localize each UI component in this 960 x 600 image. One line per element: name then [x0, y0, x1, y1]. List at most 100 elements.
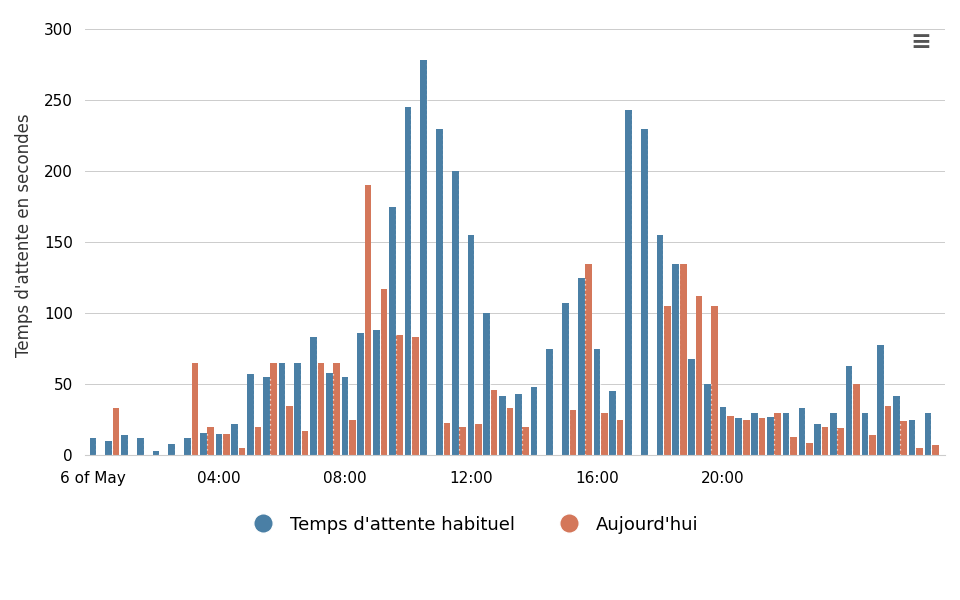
Bar [459, 427, 466, 455]
Bar [704, 385, 710, 455]
Bar [593, 349, 600, 455]
Bar [885, 406, 891, 455]
Bar [861, 413, 868, 455]
Bar [491, 390, 497, 455]
Bar [735, 418, 742, 455]
Bar [444, 422, 450, 455]
Bar [601, 413, 608, 455]
Bar [184, 438, 191, 455]
Bar [231, 424, 238, 455]
Bar [782, 413, 789, 455]
Bar [263, 377, 270, 455]
Bar [877, 344, 884, 455]
Bar [846, 366, 852, 455]
Bar [546, 349, 553, 455]
Bar [805, 443, 812, 455]
Bar [522, 427, 529, 455]
Bar [924, 413, 931, 455]
Bar [326, 373, 332, 455]
Bar [814, 424, 821, 455]
Bar [909, 420, 916, 455]
Bar [121, 436, 128, 455]
Bar [900, 421, 907, 455]
Bar [436, 128, 443, 455]
Bar [412, 337, 419, 455]
Bar [254, 427, 261, 455]
Bar [515, 394, 521, 455]
Bar [333, 363, 340, 455]
Bar [696, 296, 703, 455]
Bar [743, 420, 750, 455]
Bar [153, 451, 159, 455]
Y-axis label: Temps d'attente en secondes: Temps d'attente en secondes [15, 113, 33, 357]
Bar [837, 428, 844, 455]
Bar [106, 441, 112, 455]
Bar [200, 433, 206, 455]
Bar [625, 110, 632, 455]
Bar [295, 363, 301, 455]
Bar [727, 416, 733, 455]
Bar [137, 438, 143, 455]
Bar [893, 395, 900, 455]
Bar [271, 363, 276, 455]
Bar [223, 434, 229, 455]
Text: ≡: ≡ [910, 30, 931, 54]
Bar [389, 207, 396, 455]
Bar [373, 331, 380, 455]
Bar [310, 337, 317, 455]
Bar [318, 363, 324, 455]
Bar [278, 363, 285, 455]
Bar [916, 448, 923, 455]
Bar [216, 434, 223, 455]
Bar [799, 409, 805, 455]
Bar [578, 278, 585, 455]
Bar [641, 128, 648, 455]
Bar [680, 263, 686, 455]
Bar [790, 437, 797, 455]
Bar [475, 424, 482, 455]
Bar [168, 444, 175, 455]
Bar [499, 395, 506, 455]
Bar [484, 313, 490, 455]
Bar [563, 304, 569, 455]
Bar [830, 413, 836, 455]
Bar [673, 263, 679, 455]
Bar [617, 420, 623, 455]
Bar [688, 359, 695, 455]
Bar [207, 427, 214, 455]
Bar [853, 385, 860, 455]
Bar [89, 438, 96, 455]
Bar [112, 409, 119, 455]
Bar [420, 61, 427, 455]
Bar [239, 448, 246, 455]
Bar [775, 413, 781, 455]
Bar [405, 107, 411, 455]
Bar [758, 418, 765, 455]
Bar [507, 409, 514, 455]
Bar [301, 431, 308, 455]
Bar [569, 410, 576, 455]
Bar [365, 185, 372, 455]
Bar [657, 235, 663, 455]
Bar [357, 333, 364, 455]
Bar [286, 406, 293, 455]
Bar [720, 407, 727, 455]
Bar [380, 289, 387, 455]
Bar [822, 427, 828, 455]
Bar [711, 306, 718, 455]
Bar [342, 377, 348, 455]
Bar [247, 374, 253, 455]
Bar [752, 413, 757, 455]
Bar [932, 445, 939, 455]
Bar [396, 335, 403, 455]
Bar [468, 235, 474, 455]
Legend: Temps d'attente habituel, Aujourd'hui: Temps d'attente habituel, Aujourd'hui [238, 508, 707, 541]
Bar [767, 417, 774, 455]
Bar [349, 420, 356, 455]
Bar [664, 306, 671, 455]
Bar [192, 363, 198, 455]
Bar [869, 436, 876, 455]
Bar [531, 387, 538, 455]
Bar [586, 263, 592, 455]
Bar [610, 391, 616, 455]
